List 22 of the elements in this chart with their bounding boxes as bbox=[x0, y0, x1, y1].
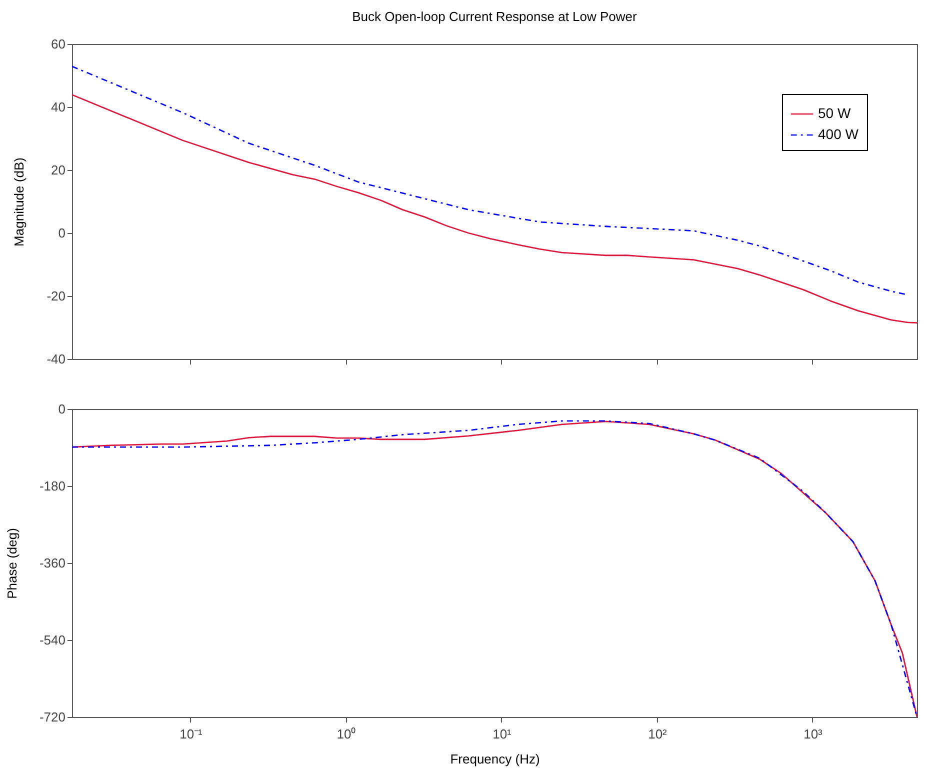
x-tick-label: 10⁻¹ bbox=[180, 726, 204, 742]
x-tick-label: 10¹ bbox=[492, 726, 512, 742]
y-tick-label: 40 bbox=[51, 100, 66, 114]
y-tick-label: 60 bbox=[51, 36, 66, 52]
chart-title: Buck Open-loop Current Response at Low Power bbox=[352, 9, 638, 24]
y-tick-label: 0 bbox=[58, 402, 66, 416]
y-tick-label: 20 bbox=[51, 162, 66, 178]
y-tick-label: -540 bbox=[39, 632, 66, 648]
legend-label: 50 W bbox=[818, 105, 852, 121]
y-axis-title: Phase (deg) bbox=[4, 528, 20, 599]
x-tick-label: 10² bbox=[648, 726, 668, 742]
y-tick-label: -180 bbox=[39, 478, 66, 494]
x-tick-label: 10⁰ bbox=[336, 726, 356, 742]
y-tick-label: -20 bbox=[46, 288, 66, 304]
legend-label: 400 W bbox=[818, 126, 860, 142]
x-axis-title: Frequency (Hz) bbox=[450, 752, 540, 766]
x-tick-label: 10³ bbox=[804, 726, 824, 742]
y-axis-title: Magnitude (dB) bbox=[12, 158, 27, 246]
y-tick-label: 0 bbox=[58, 226, 66, 240]
y-tick-label: -40 bbox=[46, 352, 66, 366]
y-tick-label: -720 bbox=[39, 710, 66, 724]
y-tick-label: -360 bbox=[39, 556, 66, 570]
